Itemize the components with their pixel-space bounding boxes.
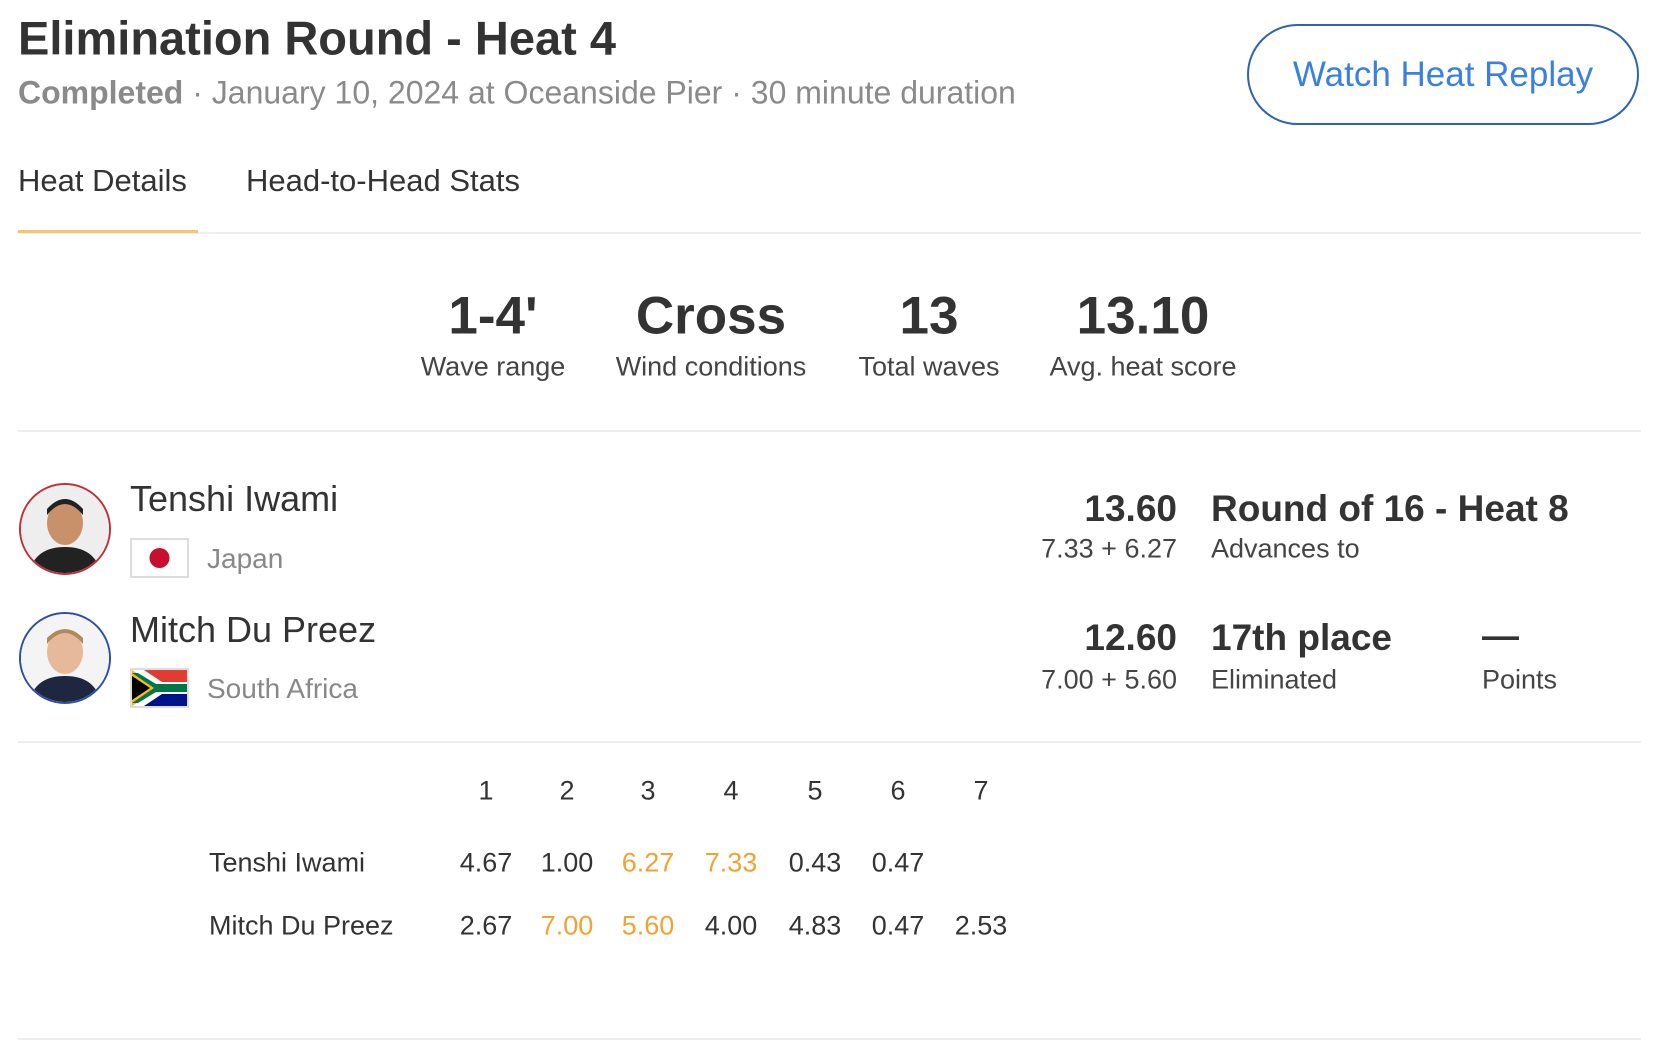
- wave-score: 4.00: [704, 910, 758, 941]
- counting-wave-score: 6.27: [621, 847, 675, 878]
- tab-heat-details[interactable]: Heat Details: [18, 163, 187, 198]
- wave-score: 4.67: [459, 847, 513, 878]
- status-label: Completed: [18, 74, 184, 111]
- surfer-result: 17th place: [1211, 617, 1392, 658]
- counting-wave-score: 5.60: [621, 910, 675, 941]
- wave-score: 4.83: [788, 910, 842, 941]
- active-tab-indicator: [18, 230, 198, 233]
- person-photo-icon: [21, 485, 109, 573]
- surfers-divider: [18, 741, 1641, 743]
- surfer-score-breakdown: 7.33 + 6.27: [1041, 533, 1177, 564]
- wave-score: 1.00: [540, 847, 594, 878]
- avatar-mitch-du-preez[interactable]: [19, 612, 111, 704]
- tab-head-to-head-stats[interactable]: Head-to-Head Stats: [246, 163, 520, 198]
- stat-total-waves-label: Total waves: [858, 351, 1000, 382]
- counting-wave-score: 7.33: [704, 847, 758, 878]
- wave-row-name: Tenshi Iwami: [209, 847, 366, 878]
- south-africa-flag-icon: [130, 668, 189, 708]
- tabs-divider: [18, 232, 1641, 234]
- counting-wave-score: 7.00: [540, 910, 594, 941]
- surfer-result-sub: Advances to: [1211, 533, 1360, 564]
- heat-subtitle: Completed · January 10, 2024 at Oceansid…: [18, 75, 1016, 112]
- wave-score: 0.47: [871, 910, 925, 941]
- stat-wave-range-value: 1-4': [448, 286, 538, 346]
- wave-number-header: 7: [973, 775, 989, 806]
- wave-score: 0.47: [871, 847, 925, 878]
- person-photo-icon: [21, 614, 109, 702]
- watch-replay-button[interactable]: Watch Heat Replay: [1247, 24, 1639, 125]
- points-value: —: [1482, 615, 1519, 656]
- wave-row-name: Mitch Du Preez: [209, 910, 394, 941]
- stat-avg-score-value: 13.10: [1076, 286, 1210, 346]
- surfer-result: Round of 16 - Heat 8: [1211, 488, 1569, 529]
- wave-number-header: 2: [559, 775, 575, 806]
- surfer-country: Japan: [207, 543, 284, 574]
- surfer-result-sub: Eliminated: [1211, 664, 1338, 695]
- surfer-score-breakdown: 7.00 + 5.60: [1041, 664, 1177, 695]
- wave-score: 2.53: [954, 910, 1008, 941]
- avatar-tenshi-iwami[interactable]: [19, 483, 111, 575]
- surfer-total-score: 13.60: [1084, 488, 1177, 529]
- surfer-name[interactable]: Mitch Du Preez: [130, 609, 377, 650]
- wave-number-header: 5: [807, 775, 823, 806]
- points-label: Points: [1482, 664, 1558, 695]
- stat-wave-range-label: Wave range: [420, 351, 566, 382]
- surfer-country: South Africa: [207, 673, 358, 704]
- bottom-divider: [18, 1038, 1641, 1040]
- stat-total-waves-value: 13: [899, 286, 959, 346]
- heat-details: · January 10, 2024 at Oceanside Pier · 3…: [183, 74, 1016, 111]
- wave-score: 2.67: [459, 910, 513, 941]
- surfer-total-score: 12.60: [1084, 617, 1177, 658]
- wave-number-header: 6: [890, 775, 906, 806]
- wave-number-header: 3: [640, 775, 656, 806]
- wave-number-header: 1: [478, 775, 494, 806]
- page-title: Elimination Round - Heat 4: [18, 11, 616, 65]
- wave-number-header: 4: [723, 775, 739, 806]
- surfer-name[interactable]: Tenshi Iwami: [130, 478, 339, 519]
- stat-wind-label: Wind conditions: [615, 351, 807, 382]
- stat-avg-score-label: Avg. heat score: [1049, 351, 1237, 382]
- japan-flag-icon: [130, 538, 189, 578]
- stats-divider: [18, 430, 1641, 432]
- stat-wind-value: Cross: [635, 286, 787, 346]
- wave-score: 0.43: [788, 847, 842, 878]
